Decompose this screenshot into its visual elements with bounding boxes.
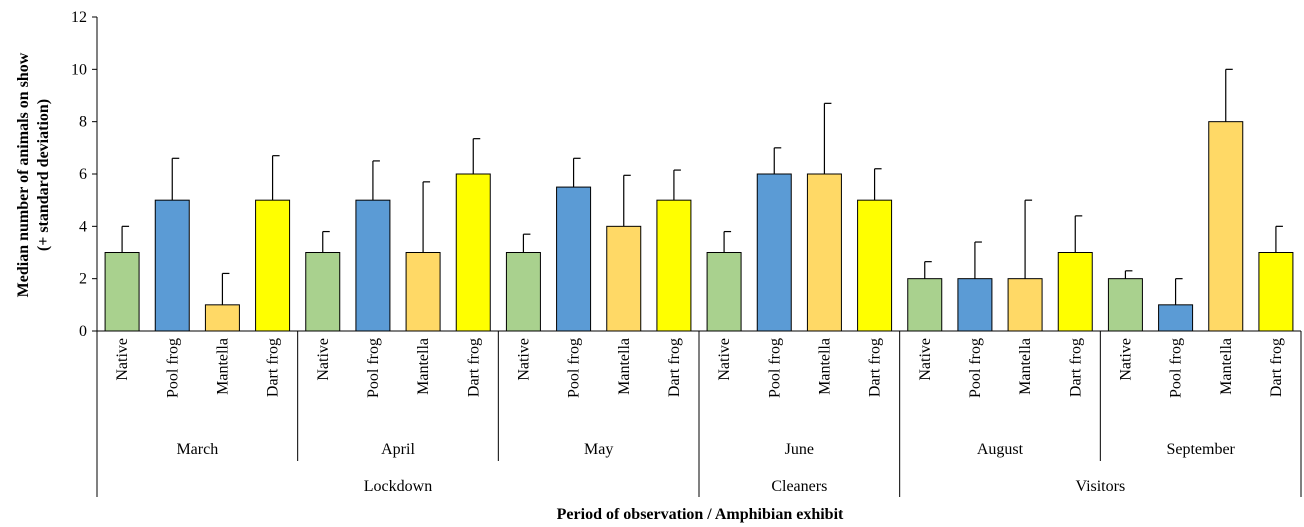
bar	[806, 173, 842, 332]
bar	[556, 186, 592, 332]
period-label: Visitors	[1075, 478, 1125, 495]
bar	[405, 252, 441, 332]
month-label: May	[584, 441, 613, 458]
bar	[455, 173, 491, 332]
y-tick-label: 4	[79, 218, 87, 235]
period-label: Lockdown	[364, 478, 432, 495]
x-category-label: Mantella	[214, 338, 231, 395]
x-category-label: Mantella	[616, 338, 633, 395]
x-category-label: Pool frog	[566, 338, 583, 398]
bar	[255, 199, 291, 332]
x-category-label: Dart frog	[1067, 338, 1084, 397]
bar	[756, 173, 792, 332]
bar	[1258, 252, 1294, 332]
x-category-label: Mantella	[816, 338, 833, 395]
month-label: September	[1166, 441, 1235, 458]
bar	[656, 199, 692, 332]
bar	[1057, 252, 1093, 332]
x-category-label: Pool frog	[967, 338, 984, 398]
bars-layer	[104, 68, 1294, 332]
bar	[957, 278, 993, 332]
month-label: April	[381, 441, 415, 458]
x-category-label: Native	[1117, 338, 1134, 381]
x-category-label: Mantella	[1017, 338, 1034, 395]
x-category-label: Pool frog	[1168, 338, 1185, 398]
y-axis-title-line-1: Median number of animals on show	[15, 52, 32, 297]
month-label: August	[977, 441, 1024, 458]
month-label: June	[785, 441, 814, 458]
x-category-label: Mantella	[1218, 338, 1235, 395]
x-category-label: Pool frog	[365, 338, 382, 398]
x-category-label: Mantella	[415, 338, 432, 395]
x-axis: Native Pool frog Mantella Dart frog Native Po…	[96, 330, 1302, 497]
month-label: March	[176, 441, 218, 458]
bar	[1107, 278, 1143, 332]
bar	[1007, 278, 1043, 332]
x-category-label: Dart frog	[867, 338, 884, 397]
bar	[204, 304, 240, 332]
y-tick-label: 10	[71, 61, 87, 78]
bar	[857, 199, 893, 332]
y-tick-label: 8	[79, 114, 87, 131]
x-category-label: Dart frog	[666, 338, 683, 397]
x-category-label: Dart frog	[465, 338, 482, 397]
x-axis-title: Period of observation / Amphibian exhibi…	[557, 506, 844, 523]
x-category-label: Dart frog	[1268, 338, 1285, 397]
y-tick-label: 12	[71, 9, 87, 26]
x-category-label: Dart frog	[265, 338, 282, 397]
bar	[505, 252, 541, 332]
y-axis-title: Median number of animals on show (+ stand…	[15, 52, 52, 297]
x-category-label: Pool frog	[766, 338, 783, 398]
y-tick-label: 0	[79, 323, 87, 340]
x-category-label: Pool frog	[164, 338, 181, 398]
x-category-label: Native	[114, 338, 131, 381]
y-tick-label: 6	[79, 166, 87, 183]
x-category-label: Native	[315, 338, 332, 381]
bar	[907, 278, 943, 332]
bar	[154, 199, 190, 332]
x-category-label: Native	[515, 338, 532, 381]
bar	[104, 252, 140, 332]
bar	[305, 252, 341, 332]
bar	[355, 199, 391, 332]
x-category-label: Native	[716, 338, 733, 381]
bar	[606, 225, 642, 332]
y-tick-label: 2	[79, 271, 87, 288]
bar	[706, 252, 742, 332]
bar	[1158, 304, 1194, 332]
y-axis: 0 2 4 6 8 10 12	[71, 9, 98, 340]
y-axis-title-line-2: (+ standard deviation)	[35, 99, 52, 251]
x-category-label: Native	[917, 338, 934, 381]
period-label: Cleaners	[771, 478, 827, 495]
bar	[1208, 121, 1244, 332]
